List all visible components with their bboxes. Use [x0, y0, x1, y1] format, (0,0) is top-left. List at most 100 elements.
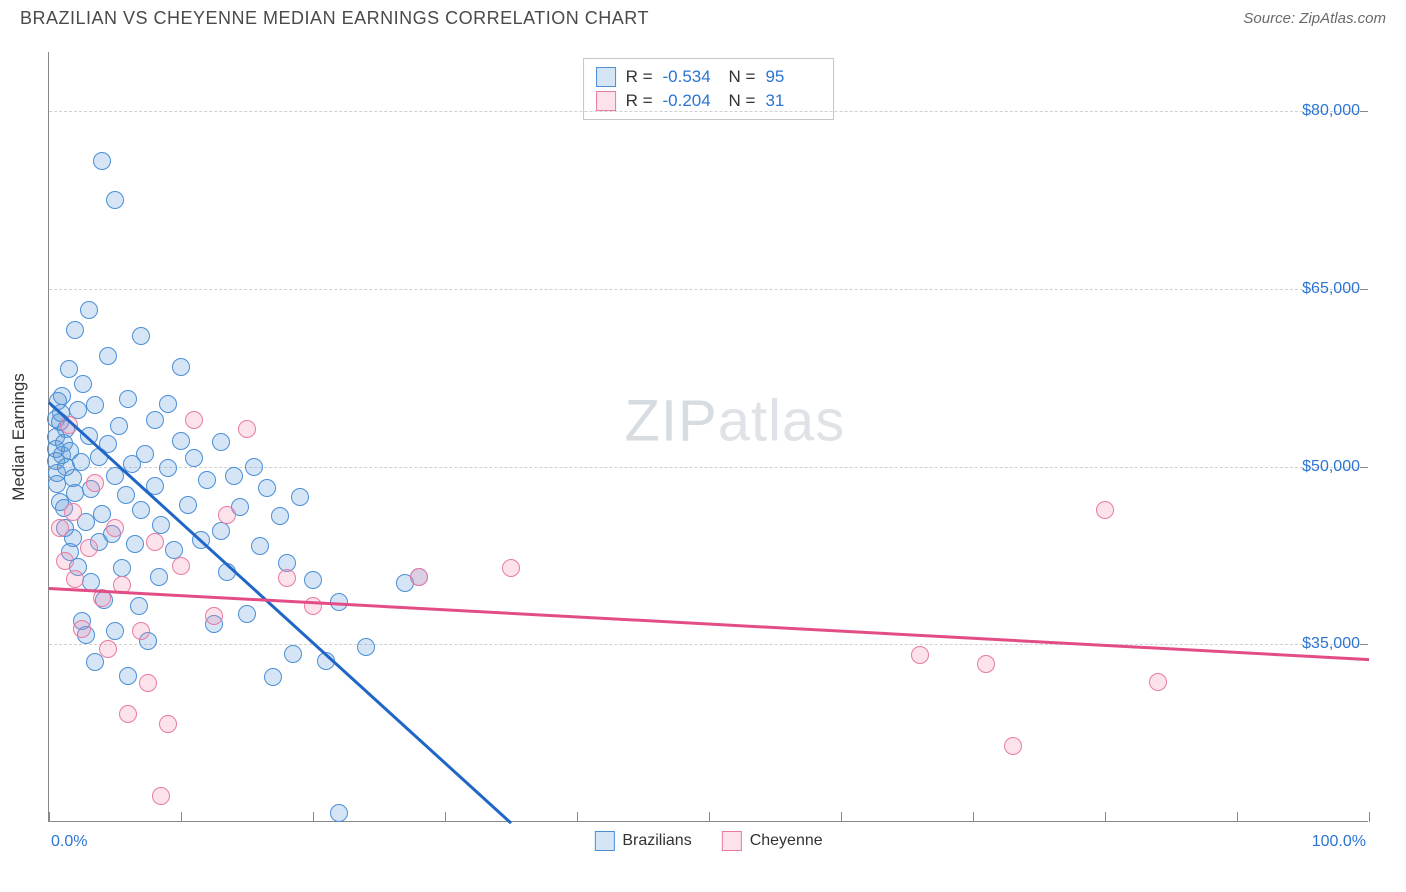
- data-point: [66, 321, 84, 339]
- data-point: [119, 667, 137, 685]
- data-point: [185, 411, 203, 429]
- chart-plot-area: Median Earnings ZIPatlas R = -0.534 N = …: [48, 52, 1368, 822]
- data-point: [80, 539, 98, 557]
- series-legend: Brazilians Cheyenne: [594, 831, 822, 851]
- source-name: ZipAtlas.com: [1299, 10, 1386, 27]
- source-attribution: Source: ZipAtlas.com: [1243, 10, 1386, 27]
- data-point: [106, 622, 124, 640]
- x-tick: [709, 812, 710, 822]
- x-tick: [313, 812, 314, 822]
- data-point: [911, 646, 929, 664]
- data-point: [146, 533, 164, 551]
- y-tick-label: $80,000: [1302, 102, 1360, 120]
- y-axis-title: Median Earnings: [9, 373, 29, 501]
- data-point: [126, 535, 144, 553]
- y-tick-label: $35,000: [1302, 635, 1360, 653]
- r-value-brazilians: -0.534: [663, 67, 719, 87]
- legend-item-cheyenne: Cheyenne: [722, 831, 823, 851]
- data-point: [291, 488, 309, 506]
- y-tick: [1360, 289, 1368, 290]
- r-label: R =: [626, 91, 653, 111]
- data-point: [304, 571, 322, 589]
- watermark-zip: ZIP: [625, 389, 718, 454]
- data-point: [165, 541, 183, 559]
- watermark: ZIPatlas: [625, 388, 846, 455]
- data-point: [132, 327, 150, 345]
- gridline: [49, 644, 1368, 645]
- data-point: [93, 152, 111, 170]
- data-point: [152, 787, 170, 805]
- data-point: [278, 569, 296, 587]
- data-point: [330, 804, 348, 822]
- data-point: [159, 715, 177, 733]
- gridline: [49, 111, 1368, 112]
- series-name-cheyenne: Cheyenne: [750, 832, 823, 850]
- data-point: [106, 519, 124, 537]
- data-point: [225, 467, 243, 485]
- x-tick: [841, 812, 842, 822]
- data-point: [80, 301, 98, 319]
- n-label: N =: [729, 91, 756, 111]
- data-point: [502, 559, 520, 577]
- n-label: N =: [729, 67, 756, 87]
- x-tick: [181, 812, 182, 822]
- data-point: [172, 557, 190, 575]
- data-point: [1004, 737, 1022, 755]
- data-point: [99, 347, 117, 365]
- r-label: R =: [626, 67, 653, 87]
- data-point: [130, 597, 148, 615]
- x-tick: [445, 812, 446, 822]
- source-prefix: Source:: [1243, 10, 1299, 27]
- watermark-atlas: atlas: [718, 389, 846, 454]
- data-point: [136, 445, 154, 463]
- legend-row-brazilians: R = -0.534 N = 95: [596, 65, 822, 89]
- x-axis-max-label: 100.0%: [1312, 833, 1366, 851]
- data-point: [64, 503, 82, 521]
- gridline: [49, 289, 1368, 290]
- data-point: [159, 459, 177, 477]
- data-point: [106, 191, 124, 209]
- legend-item-brazilians: Brazilians: [594, 831, 691, 851]
- data-point: [172, 358, 190, 376]
- data-point: [212, 522, 230, 540]
- y-tick: [1360, 467, 1368, 468]
- swatch-cheyenne-bottom: [722, 831, 742, 851]
- data-point: [119, 705, 137, 723]
- data-point: [251, 537, 269, 555]
- data-point: [117, 486, 135, 504]
- chart-title: BRAZILIAN VS CHEYENNE MEDIAN EARNINGS CO…: [20, 8, 649, 29]
- data-point: [212, 433, 230, 451]
- x-tick: [1369, 812, 1370, 822]
- data-point: [152, 516, 170, 534]
- data-point: [132, 622, 150, 640]
- data-point: [146, 411, 164, 429]
- x-tick: [49, 812, 50, 822]
- data-point: [198, 471, 216, 489]
- n-value-brazilians: 95: [765, 67, 821, 87]
- data-point: [179, 496, 197, 514]
- r-value-cheyenne: -0.204: [663, 91, 719, 111]
- data-point: [72, 453, 90, 471]
- data-point: [150, 568, 168, 586]
- data-point: [264, 668, 282, 686]
- x-tick: [1105, 812, 1106, 822]
- x-tick: [973, 812, 974, 822]
- trend-line: [48, 402, 512, 824]
- data-point: [1096, 501, 1114, 519]
- swatch-cheyenne: [596, 91, 616, 111]
- data-point: [86, 474, 104, 492]
- data-point: [51, 519, 69, 537]
- chart-header: BRAZILIAN VS CHEYENNE MEDIAN EARNINGS CO…: [0, 0, 1406, 37]
- data-point: [238, 605, 256, 623]
- data-point: [60, 360, 78, 378]
- data-point: [172, 432, 190, 450]
- data-point: [185, 449, 203, 467]
- data-point: [245, 458, 263, 476]
- y-tick-label: $65,000: [1302, 280, 1360, 298]
- y-tick: [1360, 111, 1368, 112]
- series-name-brazilians: Brazilians: [622, 832, 691, 850]
- legend-row-cheyenne: R = -0.204 N = 31: [596, 89, 822, 113]
- x-axis-min-label: 0.0%: [51, 833, 87, 851]
- data-point: [284, 645, 302, 663]
- data-point: [218, 506, 236, 524]
